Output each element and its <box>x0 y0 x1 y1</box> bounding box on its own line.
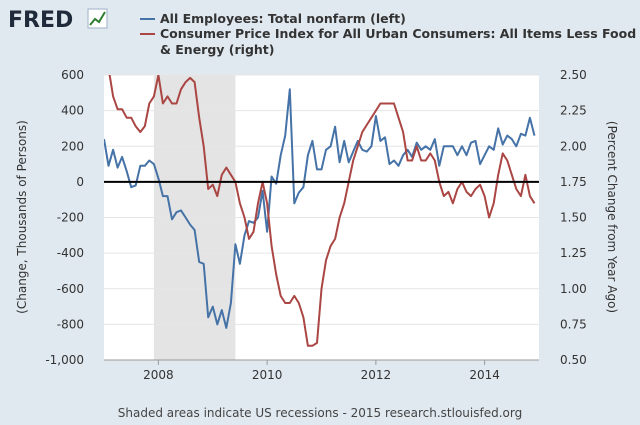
legend-item-right-series[interactable]: Consumer Price Index for All Urban Consu… <box>140 26 640 57</box>
legend-label-left: All Employees: Total nonfarm (left) <box>160 11 406 26</box>
left-tick-label: -400 <box>57 246 84 260</box>
legend-label-right-line-2: & Energy (right) <box>160 42 274 57</box>
x-tick-label: 2012 <box>361 368 392 382</box>
right-tick-label: 1.75 <box>560 175 587 189</box>
x-tick-label: 2010 <box>252 368 283 382</box>
legend: All Employees: Total nonfarm (left) Cons… <box>140 11 640 57</box>
x-axis-ticks: 2008 2010 2012 2014 <box>104 359 539 382</box>
left-tick-label: -800 <box>57 317 84 331</box>
right-tick-label: 2.25 <box>560 104 587 118</box>
legend-label-right: Consumer Price Index for All Urban Consu… <box>160 26 640 57</box>
right-axis-ticks: 0.50 0.75 1.00 1.25 1.50 1.75 2.00 2.25 2.50 <box>560 68 587 367</box>
right-tick-label: 1.00 <box>560 282 587 296</box>
logo-text: FRED <box>8 8 73 33</box>
footer-note: Shaded areas indicate US recessions - 20… <box>118 406 522 420</box>
legend-item-left-series[interactable]: All Employees: Total nonfarm (left) <box>140 11 406 26</box>
right-tick-label: 0.50 <box>560 353 587 367</box>
right-tick-label: 2.00 <box>560 139 587 153</box>
left-tick-label: 400 <box>61 104 84 118</box>
left-axis-label: (Change, Thousands of Persons) <box>15 120 29 314</box>
logo-chart-icon <box>87 8 108 29</box>
left-tick-label: 600 <box>61 68 84 82</box>
x-tick-label: 2008 <box>143 368 174 382</box>
right-tick-label: 1.50 <box>560 211 587 225</box>
left-tick-label: 0 <box>76 175 84 189</box>
legend-label-right-line-1: Consumer Price Index for All Urban Consu… <box>160 26 636 41</box>
left-axis-ticks: -1,000 -800 -600 -400 -200 0 200 400 600 <box>45 68 84 367</box>
left-tick-label: -600 <box>57 282 84 296</box>
left-tick-label: -200 <box>57 211 84 225</box>
right-axis-label: (Percent Change from Year Ago) <box>605 121 619 313</box>
x-tick-label: 2014 <box>469 368 500 382</box>
right-tick-label: 0.75 <box>560 317 587 331</box>
series-line-cpi <box>108 75 536 347</box>
left-tick-label: -1,000 <box>45 353 84 367</box>
series-line-employees <box>104 88 536 329</box>
series-lines <box>104 75 536 347</box>
fred-logo[interactable]: FRED <box>8 8 108 33</box>
left-tick-label: 200 <box>61 139 84 153</box>
right-tick-label: 1.25 <box>560 246 587 260</box>
right-tick-label: 2.50 <box>560 68 587 82</box>
